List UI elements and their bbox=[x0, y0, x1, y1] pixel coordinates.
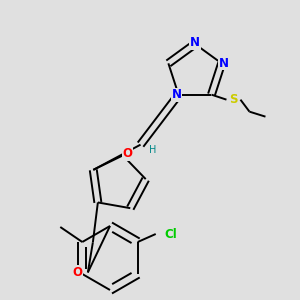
Text: O: O bbox=[73, 266, 83, 279]
Text: S: S bbox=[229, 93, 238, 106]
Text: N: N bbox=[172, 88, 182, 101]
Text: N: N bbox=[190, 37, 200, 50]
Text: N: N bbox=[219, 57, 229, 70]
Text: Cl: Cl bbox=[164, 227, 177, 241]
Text: O: O bbox=[123, 147, 133, 160]
Text: H: H bbox=[149, 145, 156, 155]
